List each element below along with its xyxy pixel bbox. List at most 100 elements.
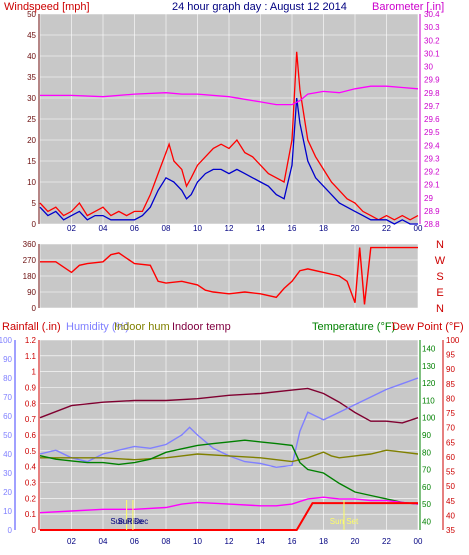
x-tick-label: 16 [288, 537, 297, 546]
dew-point-tick-label: 90 [446, 365, 455, 374]
direction-degree-tick: 360 [23, 240, 37, 249]
rainfall-tick-label: 0.3 [25, 479, 37, 488]
temperature-tick-label: 70 [422, 466, 431, 475]
compass-direction-label: S [436, 271, 443, 283]
dew-point-tick-label: 95 [446, 351, 455, 360]
compass-direction-label: W [435, 255, 446, 267]
barometer-tick-label: 29.2 [424, 168, 440, 177]
sun-annotation-label: Sun Rise [110, 517, 143, 526]
temperature-tick-label: 100 [422, 414, 436, 423]
x-tick-label: 20 [351, 537, 360, 546]
series-line-5 [40, 502, 418, 531]
compass-direction-label: N [436, 303, 444, 315]
x-tick-label: 00 [414, 224, 423, 232]
barometer-tick-label: 30.4 [424, 10, 440, 19]
humidity-tick-label: 100 [0, 336, 13, 345]
direction-degree-tick: 270 [23, 256, 37, 265]
x-tick-label: 14 [256, 224, 265, 232]
compass-direction-label: E [436, 287, 443, 299]
rainfall-tick-label: 0.6 [25, 431, 37, 440]
humidity-tick-label: 50 [3, 431, 12, 440]
dew-point-tick-label: 85 [446, 380, 455, 389]
temperature-tick-label: 120 [422, 379, 436, 388]
x-tick-label: 12 [225, 537, 234, 546]
barometer-tick-label: 30.3 [424, 23, 440, 32]
barometer-tick-label: 29.8 [424, 89, 440, 98]
barometer-tick-label: 30.1 [424, 49, 440, 58]
humidity-tick-label: 60 [3, 412, 12, 421]
windspeed-tick-label: 45 [27, 31, 36, 40]
barometer-tick-label: 30 [424, 63, 433, 72]
humidity-tick-label: 70 [3, 393, 12, 402]
rainfall-tick-label: 1.2 [25, 336, 37, 345]
dew-point-tick-label: 75 [446, 409, 455, 418]
barometer-tick-label: 29.5 [424, 128, 440, 137]
barometer-tick-label: 29.3 [424, 154, 440, 163]
x-tick-label: 06 [130, 224, 139, 232]
dew-point-tick-label: 35 [446, 526, 455, 535]
windspeed-barometer-chart: 0 5 10 15 20 25 30 35 40 45 50 28.8 28.9 29 29.1 29.2 2… [0, 0, 469, 232]
barometer-tick-label: 28.9 [424, 207, 440, 216]
windspeed-tick-label: 40 [27, 52, 36, 61]
x-tick-label: 00 [414, 537, 423, 546]
rainfall-tick-label: 0.8 [25, 399, 37, 408]
dew-point-tick-label: 40 [446, 511, 455, 520]
windspeed-tick-label: 20 [27, 136, 36, 145]
humidity-tick-label: 90 [3, 355, 12, 364]
x-tick-label: 18 [319, 224, 328, 232]
barometer-tick-label: 29.7 [424, 102, 440, 111]
dew-point-axis-title: Dew Point (°F) [392, 321, 464, 333]
sun-annotation-label: Sun Dec [118, 517, 149, 526]
dew-point-tick-label: 45 [446, 497, 455, 506]
rainfall-tick-label: 0.4 [25, 463, 37, 472]
humidity-tick-label: 30 [3, 469, 12, 478]
rainfall-tick-label: 0.9 [25, 384, 37, 393]
rainfall-tick-label: 0.5 [25, 447, 37, 456]
windspeed-tick-label: 50 [27, 10, 36, 19]
sun-annotation-label: Sun Set [330, 517, 359, 526]
rainfall-tick-label: 0.2 [25, 494, 37, 503]
barometer-tick-label: 29.6 [424, 115, 440, 124]
rainfall-tick-label: 1.1 [25, 352, 37, 361]
dew-point-tick-label: 70 [446, 424, 455, 433]
barometer-tick-label: 29.1 [424, 181, 440, 190]
x-tick-label: 06 [130, 537, 139, 546]
direction-degree-tick: 90 [27, 288, 36, 297]
barometer-tick-label: 29 [424, 194, 433, 203]
rainfall-tick-label: 0.1 [25, 510, 37, 519]
dew-point-tick-label: 55 [446, 468, 455, 477]
barometer-tick-label: 29.9 [424, 76, 440, 85]
series-line-0 [39, 51, 419, 221]
series-line-3 [39, 439, 419, 505]
temperature-tick-label: 110 [422, 396, 435, 405]
x-tick-label: 10 [193, 224, 202, 232]
humidity-tick-label: 20 [3, 488, 12, 497]
chart-title: 24 hour graph day : August 12 2014 [172, 1, 347, 13]
windspeed-tick-label: 30 [27, 94, 36, 103]
temperature-tick-label: 140 [422, 345, 436, 354]
dew-point-tick-label: 50 [446, 482, 455, 491]
x-tick-label: 20 [351, 224, 360, 232]
x-tick-label: 04 [99, 537, 108, 546]
direction-degree-tick: 180 [23, 272, 37, 281]
x-tick-label: 02 [67, 537, 76, 546]
windspeed-tick-label: 10 [27, 178, 36, 187]
x-tick-label: 18 [319, 537, 328, 546]
humidity-tick-label: 0 [8, 526, 13, 535]
series-line-2 [40, 449, 419, 463]
temperature-tick-label: 40 [422, 517, 431, 526]
x-tick-label: 14 [256, 537, 265, 546]
x-tick-label: 04 [99, 224, 108, 232]
barometer-tick-label: 30.2 [424, 36, 440, 45]
windspeed-tick-label: 5 [32, 199, 37, 208]
x-tick-label: 08 [162, 224, 171, 232]
rainfall-tick-label: 0.7 [25, 415, 37, 424]
direction-degree-tick: 0 [32, 304, 37, 313]
series-line-1 [39, 97, 418, 225]
humidity-tick-label: 10 [3, 507, 12, 516]
series-line-2 [40, 85, 419, 106]
indoor-temp-axis-title: Indoor temp [172, 321, 231, 333]
